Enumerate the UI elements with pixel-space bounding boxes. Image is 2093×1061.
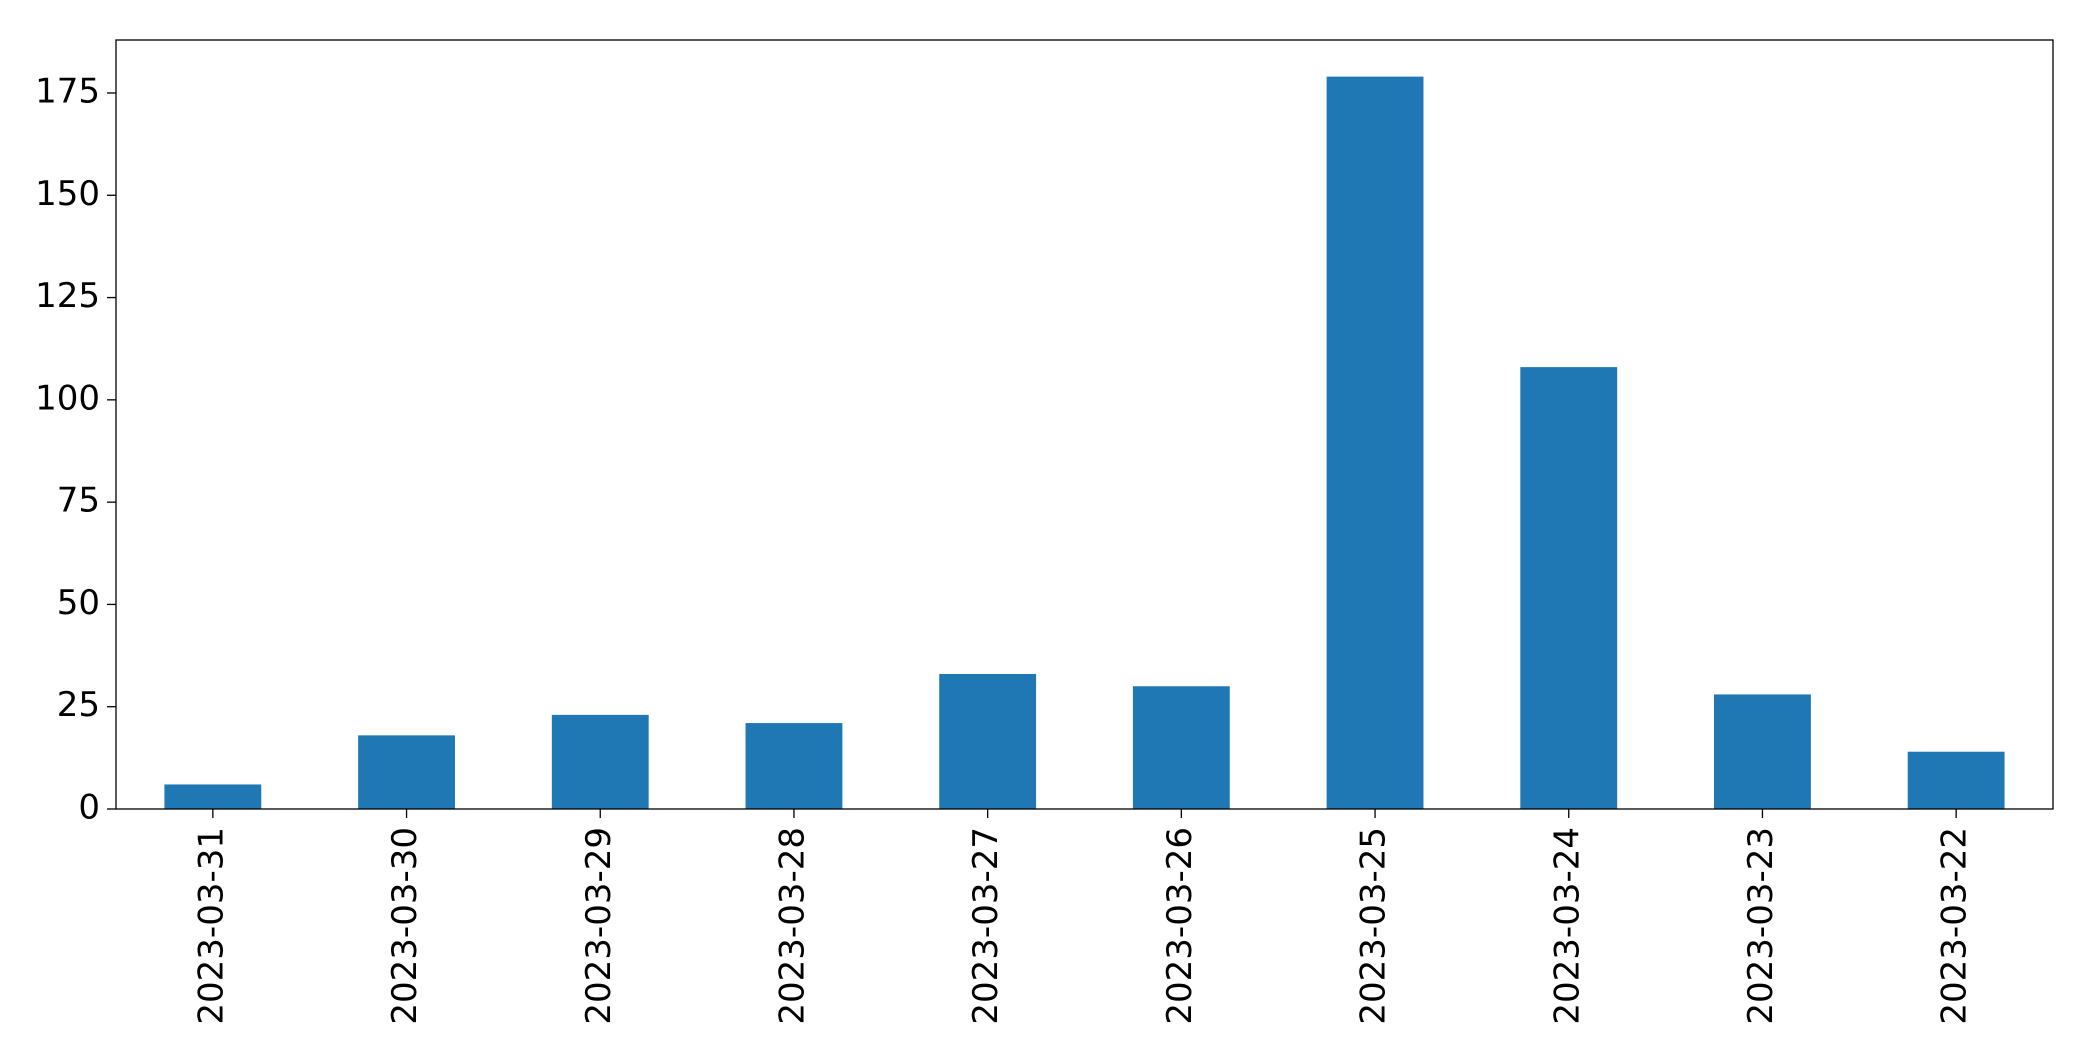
bar: [164, 784, 262, 809]
bar: [358, 735, 455, 809]
bar: [1326, 76, 1424, 810]
bar: [1714, 694, 1811, 809]
x-tick-label: 2023-03-23: [1741, 827, 1781, 1025]
y-tick-label: 100: [35, 378, 100, 418]
x-tick-label: 2023-03-26: [1160, 827, 1200, 1025]
y-tick-label: 50: [57, 583, 100, 623]
x-tick-label: 2023-03-28: [772, 827, 812, 1025]
y-tick-label: 175: [35, 71, 100, 111]
x-tick-label: 2023-03-30: [385, 827, 425, 1025]
bar: [745, 723, 843, 809]
y-tick-label: 25: [57, 685, 100, 725]
bar: [551, 714, 649, 809]
y-tick-label: 75: [57, 481, 100, 521]
bar: [1132, 686, 1230, 809]
plot-frame: [115, 39, 2054, 810]
x-tick-label: 2023-03-22: [1935, 827, 1975, 1025]
x-tick-label: 2023-03-27: [966, 827, 1006, 1025]
bar: [1520, 367, 1618, 809]
x-tick-label: 2023-03-31: [191, 827, 231, 1025]
x-tick-label: 2023-03-29: [579, 827, 619, 1025]
bar: [1907, 751, 2005, 809]
x-tick-label: 2023-03-24: [1547, 827, 1587, 1025]
x-tick-label: 2023-03-25: [1354, 827, 1394, 1025]
y-tick-label: 0: [78, 788, 100, 828]
bar: [939, 673, 1037, 809]
y-tick-label: 150: [35, 174, 100, 214]
y-tick-label: 125: [35, 276, 100, 316]
